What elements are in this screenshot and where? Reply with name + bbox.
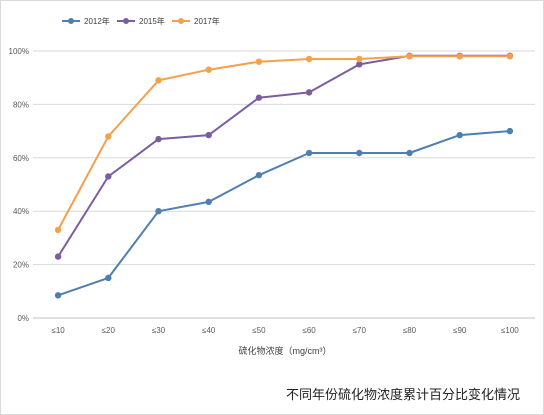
legend-item: 2012年 <box>62 16 110 26</box>
series-layer <box>54 52 514 299</box>
legend-swatch-marker <box>123 18 129 24</box>
y-tick-label: 40% <box>13 207 29 216</box>
y-tick-label: 60% <box>13 154 29 163</box>
y-tick-label: 0% <box>17 314 29 323</box>
y-tick-label: 80% <box>13 100 29 109</box>
data-point <box>255 58 263 65</box>
data-point <box>155 208 162 215</box>
data-point <box>506 53 514 60</box>
series-1 <box>54 52 514 260</box>
data-point <box>54 226 62 234</box>
legend-label: 2012年 <box>84 16 110 26</box>
data-point <box>205 131 212 139</box>
legend-label: 2015年 <box>139 16 165 26</box>
data-point <box>356 149 363 157</box>
data-point <box>506 127 514 135</box>
data-point <box>406 149 413 157</box>
data-point <box>205 198 212 206</box>
x-tick-label: ≤10 <box>51 326 65 335</box>
legend-item: 2015年 <box>117 16 165 26</box>
y-tick-label: 20% <box>13 261 29 270</box>
data-point <box>205 66 212 73</box>
data-point <box>54 292 62 299</box>
data-point <box>356 55 363 63</box>
y-tick-label: 100% <box>9 47 29 56</box>
chart-caption: 不同年份硫化物浓度累计百分比变化情况 <box>285 388 520 403</box>
data-point <box>305 89 313 96</box>
x-tick-label: ≤40 <box>202 326 216 335</box>
x-tick-label: ≤30 <box>152 326 166 335</box>
y-axis-tick-labels: 0% 20% 40% 60% 80% 100% <box>9 47 29 323</box>
x-tick-label: ≤70 <box>353 326 367 335</box>
data-point <box>305 149 313 157</box>
data-point <box>406 53 413 60</box>
data-point <box>54 253 62 260</box>
legend-item: 2017年 <box>172 16 220 26</box>
data-point <box>356 61 363 68</box>
x-tick-label: ≤80 <box>403 326 417 335</box>
x-tick-label: ≤100 <box>501 326 519 335</box>
legend-label: 2017年 <box>194 16 220 26</box>
data-point <box>255 171 263 179</box>
x-tick-label: ≤20 <box>102 326 116 335</box>
data-point <box>105 133 112 140</box>
data-point <box>456 53 463 60</box>
data-point <box>456 131 463 139</box>
data-point <box>305 55 313 63</box>
legend-swatch-marker <box>68 18 74 24</box>
series-0 <box>54 127 514 299</box>
data-point <box>155 77 162 84</box>
series-line <box>57 54 510 258</box>
data-point <box>255 94 263 101</box>
series-2 <box>54 53 514 234</box>
x-axis-title: 硫化物浓度（mg/cm³） <box>239 345 332 356</box>
legend: 2012年 2015年 2017年 <box>62 16 220 26</box>
x-axis-tick-labels: ≤10 ≤20 ≤30 ≤40 ≤50 ≤60 ≤70 ≤80 ≤90 ≤100 <box>51 326 519 335</box>
x-tick-label: ≤90 <box>453 326 467 335</box>
data-point <box>105 173 112 180</box>
legend-swatch-marker <box>178 18 184 24</box>
x-tick-label: ≤60 <box>302 326 316 335</box>
data-point <box>105 274 112 282</box>
series-line <box>57 130 510 297</box>
gridlines <box>33 50 535 319</box>
x-tick-label: ≤50 <box>252 326 266 335</box>
series-line <box>57 55 510 231</box>
data-point <box>155 135 162 143</box>
